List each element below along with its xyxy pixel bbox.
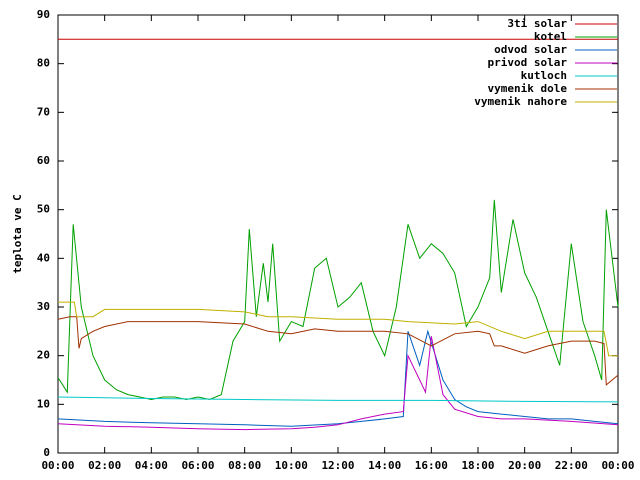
x-tick-label: 22:00 [555, 459, 588, 472]
series-line [57, 316, 619, 386]
legend-label: kutloch [521, 69, 567, 82]
y-tick-label: 80 [37, 57, 50, 70]
x-tick-label: 18:00 [461, 459, 494, 472]
x-tick-label: 14:00 [368, 459, 401, 472]
series-line [57, 336, 619, 431]
y-tick-label: 40 [37, 251, 50, 264]
y-tick-label: 70 [37, 105, 50, 118]
x-tick-label: 02:00 [88, 459, 121, 472]
series-line [57, 199, 619, 401]
y-axis-label: teplota ve C [11, 194, 24, 273]
x-tick-label: 06:00 [181, 459, 214, 472]
y-tick-label: 60 [37, 154, 50, 167]
x-tick-label: 00:00 [41, 459, 74, 472]
legend-label: 3ti solar [507, 17, 567, 30]
series-line [57, 396, 619, 403]
x-tick-label: 10:00 [275, 459, 308, 472]
legend-label: vymenik dole [488, 82, 568, 95]
x-tick-label: 00:00 [601, 459, 634, 472]
legend-label: vymenik nahore [474, 95, 567, 108]
x-tick-label: 20:00 [508, 459, 541, 472]
y-tick-label: 20 [37, 349, 50, 362]
y-tick-label: 10 [37, 397, 50, 410]
x-tick-label: 16:00 [415, 459, 448, 472]
x-tick-label: 04:00 [135, 459, 168, 472]
y-tick-label: 50 [37, 203, 50, 216]
y-tick-label: 90 [37, 8, 50, 21]
x-tick-label: 12:00 [321, 459, 354, 472]
y-tick-label: 0 [43, 446, 50, 459]
series-line [57, 329, 619, 427]
series-line [58, 301, 618, 357]
x-tick-label: 08:00 [228, 459, 261, 472]
y-tick-label: 30 [37, 300, 50, 313]
legend-label: privod solar [488, 56, 568, 69]
legend-label: odvod solar [494, 43, 567, 56]
legend-label: kotel [534, 30, 567, 43]
